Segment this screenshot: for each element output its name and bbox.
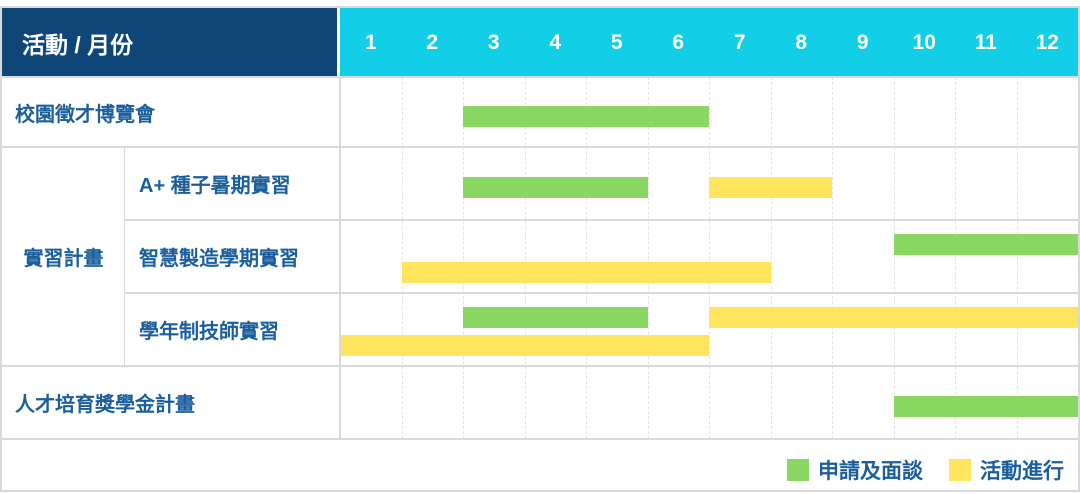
month-header-3: 3: [487, 30, 500, 54]
month-header-7: 7: [733, 30, 746, 54]
month-header-12: 12: [1035, 30, 1059, 54]
legend-yellow-swatch-icon: [949, 459, 971, 481]
group-label-text: 實習計畫: [23, 248, 104, 270]
row-label-aplus-summer-internship: A+ 種子暑期實習: [125, 147, 340, 220]
month-gridline: [770, 77, 772, 439]
month-header-6: 6: [672, 30, 685, 54]
months-header: 1 2 3 4 5 6 7 8 9 10 11 12: [340, 8, 1078, 77]
legend-item-run: 活動進行: [949, 455, 1064, 485]
row-label-text: A+ 種子暑期實習: [139, 175, 291, 197]
row-separator: [124, 292, 1078, 294]
month-gridline: [709, 77, 710, 439]
gantt-bar-row2-apply: [463, 177, 648, 198]
corner-header-label: 活動 / 月份: [22, 31, 134, 58]
month-header-8: 8: [795, 30, 808, 54]
legend: 申請及面談 活動進行: [2, 439, 1078, 490]
month-gridline: [893, 77, 895, 439]
month-header-4: 4: [549, 30, 562, 54]
month-header-10: 10: [912, 30, 936, 54]
legend-run-label: 活動進行: [980, 460, 1064, 483]
gantt-bar-row1-apply: [463, 105, 709, 127]
gantt-bar-row3-run: [401, 262, 771, 283]
row-separator: [2, 146, 1078, 148]
group-sub-divider: [124, 147, 125, 366]
row-label-campus-fair: 校園徵才博覽會: [2, 77, 340, 147]
legend-green-swatch-icon: [787, 459, 809, 481]
row-label-text: 人才培育獎學金計畫: [15, 394, 195, 416]
row-label-text: 校園徵才博覽會: [15, 103, 155, 126]
legend-item-apply: 申請及面談: [787, 455, 923, 485]
gantt-chart: 活動 / 月份 1 2 3 4 5 6 7 8 9 10 11 12 校園徵才博覽會 實習計畫 A+ …: [0, 6, 1080, 492]
group-label-internship-program: 實習計畫: [2, 147, 125, 366]
month-gridline: [463, 77, 464, 439]
label-months-divider: [339, 77, 341, 439]
month-header-9: 9: [856, 30, 869, 54]
month-header-11: 11: [974, 30, 997, 54]
month-header-2: 2: [426, 30, 439, 54]
month-gridline: [832, 77, 833, 439]
gantt-bar-row3-apply: [893, 234, 1078, 255]
month-gridline: [586, 77, 587, 439]
row-label-text: 學年制技師實習: [139, 321, 279, 343]
gantt-bar-row4-run: [709, 307, 1078, 328]
gantt-bar-row4-apply: [463, 307, 648, 328]
row-separator: [2, 438, 1078, 440]
row-separator: [124, 219, 1078, 221]
gantt-bar-row4-run: [340, 335, 709, 356]
month-header-1: 1: [364, 30, 377, 54]
month-gridline: [647, 77, 649, 439]
month-gridline: [1016, 77, 1018, 439]
gantt-bar-row2-run: [709, 177, 832, 198]
row-separator: [2, 76, 1078, 78]
month-gridline: [401, 77, 403, 439]
row-separator: [2, 365, 1078, 367]
gantt-bar-row5-apply: [893, 396, 1078, 417]
row-label-talent-scholarship-program: 人才培育獎學金計畫: [2, 366, 340, 439]
month-header-5: 5: [610, 30, 623, 54]
month-gridline: [524, 77, 526, 439]
corner-header: 活動 / 月份: [2, 8, 340, 77]
row-label-academic-year-technician-internship: 學年制技師實習: [125, 293, 340, 366]
legend-apply-label: 申請及面談: [818, 460, 923, 483]
row-label-smart-mfg-semester-internship: 智慧製造學期實習: [125, 220, 340, 293]
month-gridline: [955, 77, 956, 439]
row-label-text: 智慧製造學期實習: [139, 248, 299, 270]
